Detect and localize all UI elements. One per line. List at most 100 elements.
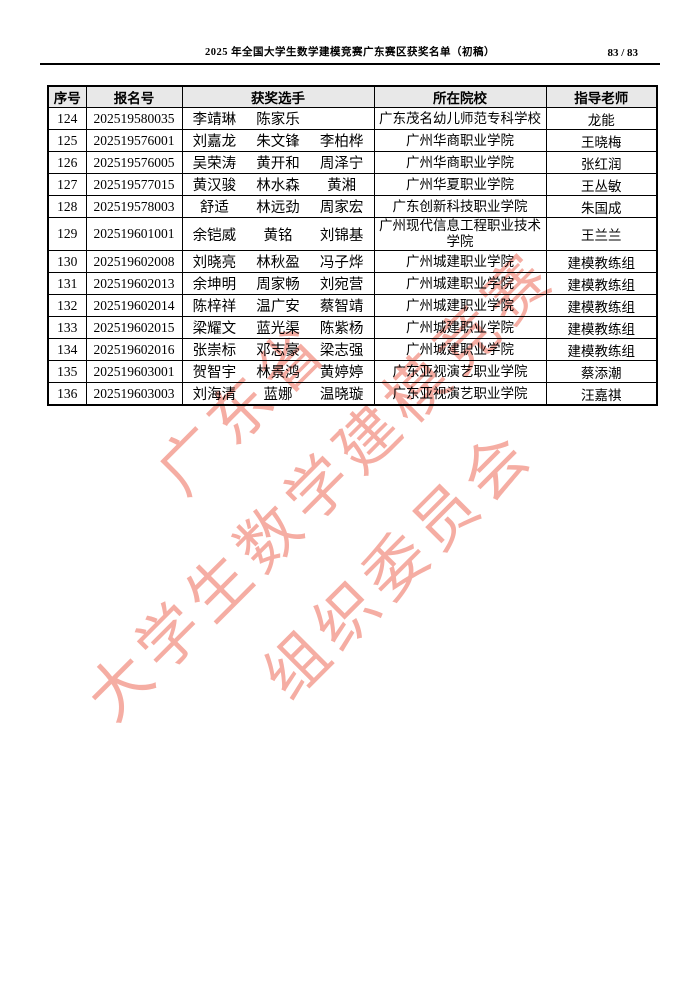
page-number: 83 / 83: [607, 47, 638, 59]
teacher-cell: 蔡添潮: [545, 360, 658, 383]
contestant-name: [310, 109, 373, 129]
teacher-cell: 王兰兰: [545, 217, 658, 251]
teacher-cell: 王晓梅: [545, 129, 658, 152]
teacher-cell: 建模教练组: [545, 338, 658, 361]
contestant-name: 林远劲: [256, 200, 300, 216]
contestants-cell: 贺智宇 林景鸿 黄婷婷: [181, 360, 375, 383]
school-cell: 广州城建职业学院: [373, 294, 547, 317]
table-row: 128 202519578003 舒适 林远劲 周家宏 广东创新科技职业学院 朱…: [47, 195, 658, 218]
table-row: 129 202519601001 余铠威 黄铭 刘锦基 广州现代信息工程职业技术…: [47, 217, 658, 251]
school-cell: 广州华夏职业学院: [373, 173, 547, 196]
contestant-name: 贺智宇: [192, 365, 237, 381]
rank-cell: 128: [47, 195, 87, 218]
contestant-name: 舒适: [199, 200, 229, 216]
table-row: 126 202519576005 吴荣涛 黄开和 周泽宁 广州华商职业学院 张红…: [47, 151, 658, 174]
contestant-name: 张崇标: [192, 343, 237, 359]
contestant-name: 陈梓祥: [192, 299, 237, 315]
teacher-cell: 建模教练组: [545, 272, 658, 295]
contestant-name: 余铠威: [192, 227, 237, 244]
contestants-cell: 李靖琳 陈家乐: [181, 107, 375, 130]
school-cell: 广州城建职业学院: [373, 338, 547, 361]
contestant-names: 刘嘉龙 朱文锋 李柏桦: [183, 131, 373, 151]
teacher-cell: 朱国成: [545, 195, 658, 218]
contestant-name: 蓝光渠: [256, 321, 300, 337]
contestant-name: 林景鸿: [256, 365, 300, 381]
rank-cell: 135: [47, 360, 87, 383]
document-title: 2025 年全国大学生数学建模竞赛广东赛区获奖名单（初稿）: [204, 47, 496, 58]
school-cell: 广州城建职业学院: [373, 272, 547, 295]
registration-cell: 202519576005: [85, 151, 183, 174]
contestant-names: 刘海清 蓝娜 温晓璇: [183, 383, 373, 404]
school-cell: 广州城建职业学院: [373, 316, 547, 339]
registration-cell: 202519602016: [85, 338, 183, 361]
contestant-name: 林水森: [256, 178, 300, 194]
contestant-name: 余坤明: [192, 277, 237, 293]
contestant-name: 梁志强: [319, 343, 364, 359]
teacher-cell: 张红润: [545, 151, 658, 174]
contestant-name: 刘海清: [192, 387, 237, 403]
contestant-name: 刘宛营: [319, 277, 364, 293]
contestant-name: 朱文锋: [256, 134, 300, 150]
contestants-cell: 梁耀文 蓝光渠 陈紫杨: [181, 316, 375, 339]
table-row: 125 202519576001 刘嘉龙 朱文锋 李柏桦 广州华商职业学院 王晓…: [47, 129, 658, 152]
contestant-name: 蓝娜: [263, 387, 293, 403]
contestants-cell: 舒适 林远劲 周家宏: [181, 195, 375, 218]
rank-cell: 125: [47, 129, 87, 152]
registration-cell: 202519577015: [85, 173, 183, 196]
contestants-cell: 刘晓亮 林秋盈 冯子烨: [181, 250, 375, 273]
contestant-names: 余坤明 周家畅 刘宛营: [183, 274, 373, 294]
contestant-name: 黄婷婷: [319, 365, 364, 381]
contestant-name: 黄湘: [327, 178, 357, 194]
rank-cell: 126: [47, 151, 87, 174]
contestants-cell: 余铠威 黄铭 刘锦基: [181, 217, 375, 251]
registration-cell: 202519602013: [85, 272, 183, 295]
contestant-names: 黄汉骏 林水森 黄湘: [183, 175, 373, 195]
rank-cell: 127: [47, 173, 87, 196]
contestants-cell: 余坤明 周家畅 刘宛营: [181, 272, 375, 295]
registration-cell: 202519601001: [85, 217, 183, 251]
teacher-cell: 龙能: [545, 107, 658, 130]
rank-cell: 130: [47, 250, 87, 273]
contestant-name: 林秋盈: [256, 255, 300, 271]
table-row: 127 202519577015 黄汉骏 林水森 黄湘 广州华夏职业学院 王丛敏: [47, 173, 658, 196]
registration-cell: 202519602014: [85, 294, 183, 317]
contestant-names: 梁耀文 蓝光渠 陈紫杨: [183, 318, 373, 338]
contestant-name: 周泽宁: [319, 156, 364, 172]
school-cell: 广东亚视演艺职业学院: [373, 360, 547, 383]
registration-cell: 202519576001: [85, 129, 183, 152]
contestant-names: 张崇标 邓志豪 梁志强: [183, 340, 373, 360]
school-cell: 广东亚视演艺职业学院: [373, 382, 547, 406]
award-table: 序号 报名号 获奖选手 所在院校 指导老师 124 202519580035 李…: [47, 85, 658, 406]
rank-cell: 133: [47, 316, 87, 339]
school-cell: 广东创新科技职业学院: [373, 195, 547, 218]
rank-cell: 129: [47, 217, 87, 251]
teacher-cell: 汪嘉祺: [545, 382, 658, 406]
contestant-name: 温广安: [256, 299, 300, 315]
teacher-cell: 建模教练组: [545, 294, 658, 317]
rank-cell: 124: [47, 107, 87, 130]
contestant-name: 刘锦基: [319, 227, 364, 244]
contestant-name: 温晓璇: [319, 387, 364, 403]
table-row: 133 202519602015 梁耀文 蓝光渠 陈紫杨 广州城建职业学院 建模…: [47, 316, 658, 339]
teacher-cell: 建模教练组: [545, 250, 658, 273]
contestant-names: 贺智宇 林景鸿 黄婷婷: [183, 362, 373, 382]
table-row: 134 202519602016 张崇标 邓志豪 梁志强 广州城建职业学院 建模…: [47, 338, 658, 361]
header-rule: [40, 63, 660, 65]
table-body: 124 202519580035 李靖琳 陈家乐 广东茂名幼儿师范专科学校 龙能…: [47, 107, 658, 406]
table-row: 136 202519603003 刘海清 蓝娜 温晓璇 广东亚视演艺职业学院 汪…: [47, 382, 658, 406]
registration-cell: 202519580035: [85, 107, 183, 130]
contestant-name: 黄开和: [256, 156, 300, 172]
contestant-name: 陈家乐: [256, 112, 300, 128]
table-row: 135 202519603001 贺智宇 林景鸿 黄婷婷 广东亚视演艺职业学院 …: [47, 360, 658, 383]
registration-cell: 202519602015: [85, 316, 183, 339]
contestants-cell: 陈梓祥 温广安 蔡智靖: [181, 294, 375, 317]
column-header-contestants: 获奖选手: [181, 85, 375, 108]
contestants-cell: 张崇标 邓志豪 梁志强: [181, 338, 375, 361]
school-cell: 广州华商职业学院: [373, 129, 547, 152]
registration-cell: 202519602008: [85, 250, 183, 273]
contestant-names: 李靖琳 陈家乐: [183, 109, 373, 129]
contestant-name: 李靖琳: [192, 112, 237, 128]
table-row: 124 202519580035 李靖琳 陈家乐 广东茂名幼儿师范专科学校 龙能: [47, 107, 658, 130]
contestant-name: 陈紫杨: [319, 321, 364, 337]
contestant-name: 蔡智靖: [319, 299, 364, 315]
